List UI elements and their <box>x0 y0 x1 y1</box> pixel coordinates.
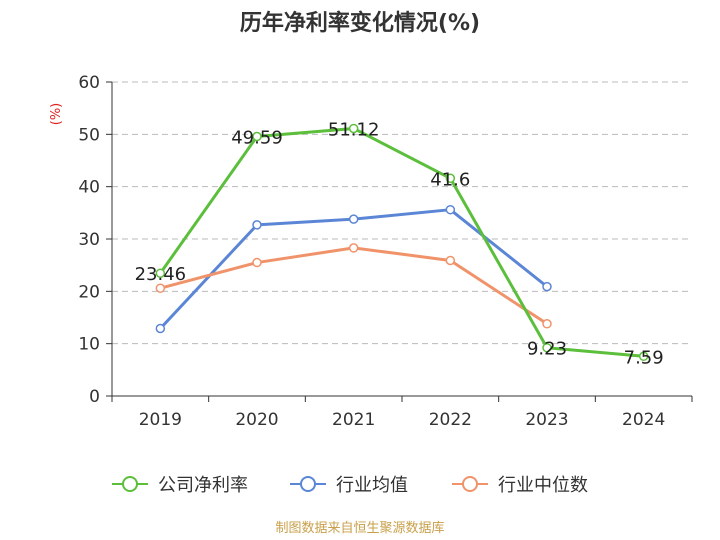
x-tick-label: 2020 <box>235 410 278 430</box>
chart-title: 历年净利率变化情况(%) <box>240 10 480 36</box>
series-lines <box>155 123 649 362</box>
legend-label: 公司净利率 <box>158 475 248 496</box>
legend-marker <box>300 476 316 492</box>
data-label: 49.59 <box>231 127 283 148</box>
series-line <box>159 246 548 326</box>
data-point <box>445 204 456 215</box>
data-labels: 23.46 49.59 51.12 41.6 9.23 7.59 <box>135 119 664 368</box>
x-tick-label: 2023 <box>525 410 568 430</box>
series-0 <box>155 123 649 362</box>
y-tick-label: 0 <box>89 387 100 407</box>
data-point <box>348 214 359 224</box>
data-point <box>638 351 649 362</box>
data-label: 51.12 <box>328 119 380 140</box>
series-line <box>159 126 644 358</box>
data-point <box>252 220 262 230</box>
data-point <box>252 131 262 142</box>
series-1 <box>155 204 552 334</box>
x-tick-label: 2021 <box>332 410 375 430</box>
y-tick-label: 30 <box>78 230 100 250</box>
data-point <box>542 281 552 292</box>
y-tick-label: 10 <box>78 335 100 355</box>
legend: 公司净利率 行业均值 行业中位数 <box>112 475 588 496</box>
y-axis-label: (%) <box>49 103 64 126</box>
y-tick-label: 60 <box>78 73 100 93</box>
data-label: 7.59 <box>624 347 664 368</box>
source-note: 制图数据来自恒生聚源数据库 <box>275 520 444 536</box>
data-label: 23.46 <box>135 264 187 285</box>
data-point <box>252 257 262 268</box>
data-label: 41.6 <box>430 169 470 190</box>
data-point <box>155 268 166 278</box>
x-tick-label: 2019 <box>139 410 182 430</box>
data-point <box>542 319 552 329</box>
legend-marker <box>462 476 478 492</box>
y-tick-label: 20 <box>78 282 100 302</box>
y-tick-label: 40 <box>78 178 100 198</box>
data-point <box>445 173 456 184</box>
data-point <box>155 283 166 293</box>
series-2 <box>155 243 552 329</box>
data-point <box>542 342 552 353</box>
data-point <box>445 255 456 266</box>
x-tick-label: 2024 <box>622 410 665 430</box>
data-point <box>155 323 166 334</box>
series-line <box>159 208 548 330</box>
x-tick-label: 2022 <box>429 410 472 430</box>
data-label: 9.23 <box>527 339 567 360</box>
legend-label: 行业中位数 <box>498 475 588 496</box>
y-tick-label: 50 <box>78 125 100 145</box>
gridlines <box>112 81 692 345</box>
axes: 0 10 20 30 40 50 60 2019 2020 2021 2022 2023 2024 <box>78 73 693 430</box>
data-point <box>348 243 359 253</box>
data-point <box>348 123 359 134</box>
legend-marker <box>122 476 138 492</box>
legend-label: 行业均值 <box>336 475 408 496</box>
